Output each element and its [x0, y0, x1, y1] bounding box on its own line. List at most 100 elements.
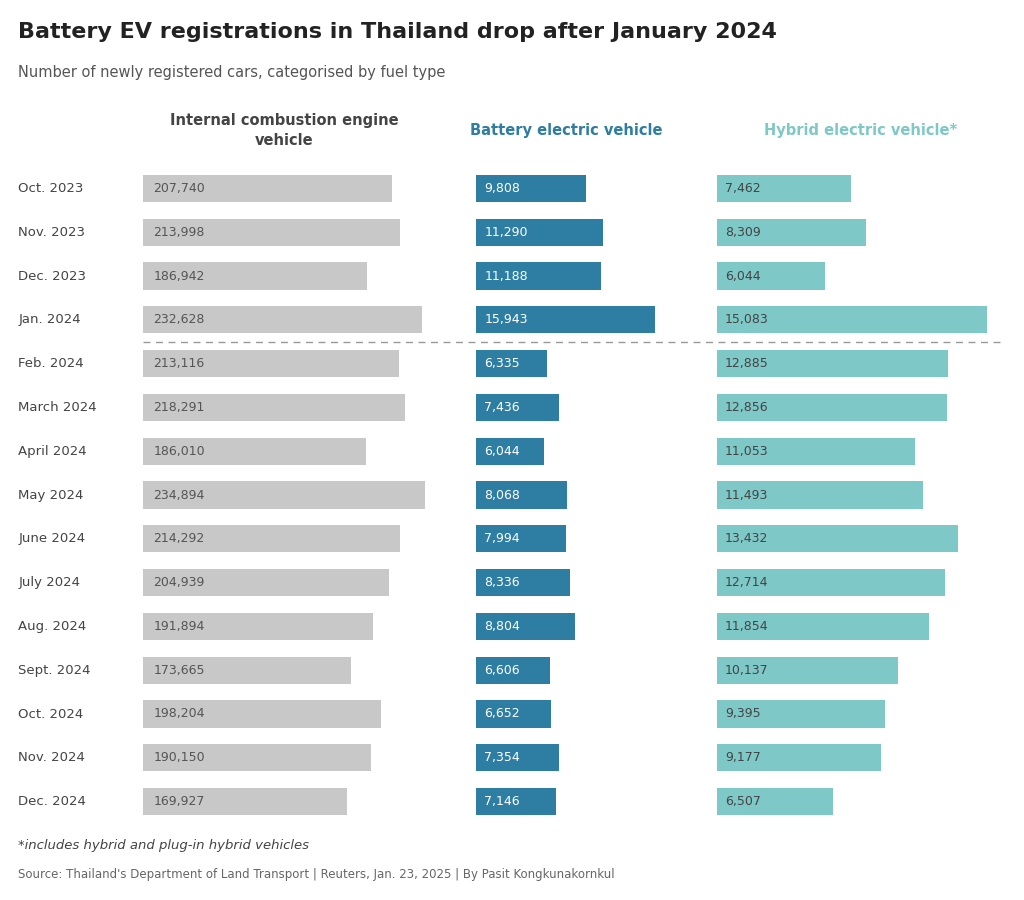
Bar — [476, 700, 551, 727]
Text: 7,436: 7,436 — [484, 400, 520, 414]
Text: Hybrid electric vehicle*: Hybrid electric vehicle* — [764, 123, 956, 138]
Bar — [476, 526, 565, 553]
Text: 6,507: 6,507 — [725, 795, 761, 808]
Bar — [143, 482, 425, 508]
Text: July 2024: July 2024 — [18, 576, 81, 590]
Text: Dec. 2024: Dec. 2024 — [18, 795, 86, 808]
Text: 8,336: 8,336 — [484, 576, 520, 590]
Bar — [717, 175, 851, 202]
Text: 12,856: 12,856 — [725, 400, 769, 414]
Text: Number of newly registered cars, categorised by fuel type: Number of newly registered cars, categor… — [18, 65, 445, 79]
Text: April 2024: April 2024 — [18, 445, 87, 458]
Text: 6,044: 6,044 — [725, 269, 761, 283]
Bar — [476, 657, 550, 684]
Text: 15,943: 15,943 — [484, 313, 527, 327]
Bar — [143, 437, 367, 464]
Bar — [717, 437, 914, 464]
Text: 12,885: 12,885 — [725, 357, 769, 370]
Text: 173,665: 173,665 — [154, 663, 205, 677]
Bar — [476, 175, 586, 202]
Text: 15,083: 15,083 — [725, 313, 769, 327]
Text: 8,068: 8,068 — [484, 489, 520, 501]
Bar — [476, 482, 566, 508]
Bar — [143, 219, 399, 246]
Bar — [717, 526, 957, 553]
Text: *includes hybrid and plug-in hybrid vehicles: *includes hybrid and plug-in hybrid vehi… — [18, 840, 309, 852]
Bar — [143, 613, 374, 640]
Bar — [143, 394, 404, 421]
Text: Source: Thailand's Department of Land Transport | Reuters, Jan. 23, 2025 | By Pa: Source: Thailand's Department of Land Tr… — [18, 868, 615, 881]
Text: 213,998: 213,998 — [154, 226, 205, 239]
Bar — [143, 569, 389, 596]
Text: Oct. 2024: Oct. 2024 — [18, 707, 84, 721]
Text: 191,894: 191,894 — [154, 620, 205, 633]
Bar — [717, 569, 944, 596]
Text: Nov. 2023: Nov. 2023 — [18, 226, 85, 239]
Bar — [717, 219, 865, 246]
Text: Internal combustion engine
vehicle: Internal combustion engine vehicle — [170, 113, 398, 148]
Text: 234,894: 234,894 — [154, 489, 205, 501]
Text: 12,714: 12,714 — [725, 576, 768, 590]
Text: 198,204: 198,204 — [154, 707, 205, 721]
Bar — [143, 657, 351, 684]
Text: 10,137: 10,137 — [725, 663, 769, 677]
Text: 6,335: 6,335 — [484, 357, 520, 370]
Text: Jan. 2024: Jan. 2024 — [18, 313, 81, 327]
Bar — [476, 613, 574, 640]
Bar — [717, 744, 882, 771]
Bar — [143, 788, 347, 815]
Text: Feb. 2024: Feb. 2024 — [18, 357, 84, 370]
Bar — [143, 306, 422, 333]
Bar — [717, 788, 834, 815]
Bar — [476, 437, 544, 464]
Text: 11,493: 11,493 — [725, 489, 768, 501]
Text: March 2024: March 2024 — [18, 400, 97, 414]
Bar — [717, 657, 898, 684]
Text: Sept. 2024: Sept. 2024 — [18, 663, 91, 677]
Bar — [717, 700, 885, 727]
Text: 9,808: 9,808 — [484, 182, 520, 195]
Bar — [476, 788, 556, 815]
Text: 8,309: 8,309 — [725, 226, 761, 239]
Text: Nov. 2024: Nov. 2024 — [18, 752, 85, 764]
Text: 11,290: 11,290 — [484, 226, 527, 239]
Bar — [717, 306, 987, 333]
Bar — [476, 263, 601, 290]
Text: Aug. 2024: Aug. 2024 — [18, 620, 87, 633]
Text: 11,188: 11,188 — [484, 269, 528, 283]
Text: 190,150: 190,150 — [154, 752, 205, 764]
Text: 6,652: 6,652 — [484, 707, 520, 721]
Text: 8,804: 8,804 — [484, 620, 520, 633]
Text: 218,291: 218,291 — [154, 400, 205, 414]
Text: 207,740: 207,740 — [154, 182, 206, 195]
Text: 204,939: 204,939 — [154, 576, 205, 590]
Text: 13,432: 13,432 — [725, 532, 768, 545]
Text: 213,116: 213,116 — [154, 357, 205, 370]
Bar — [143, 526, 400, 553]
Bar — [476, 394, 559, 421]
Bar — [717, 482, 923, 508]
Text: Oct. 2023: Oct. 2023 — [18, 182, 84, 195]
Bar — [143, 350, 398, 377]
Bar — [717, 613, 929, 640]
Text: 214,292: 214,292 — [154, 532, 205, 545]
Bar — [717, 350, 947, 377]
Text: 11,854: 11,854 — [725, 620, 769, 633]
Text: 7,462: 7,462 — [725, 182, 761, 195]
Bar — [476, 350, 547, 377]
Bar — [476, 569, 569, 596]
Bar — [476, 306, 654, 333]
Bar — [143, 700, 381, 727]
Text: 9,177: 9,177 — [725, 752, 761, 764]
Text: 9,395: 9,395 — [725, 707, 761, 721]
Text: 7,354: 7,354 — [484, 752, 520, 764]
Text: 186,942: 186,942 — [154, 269, 205, 283]
Text: 232,628: 232,628 — [154, 313, 205, 327]
Text: 169,927: 169,927 — [154, 795, 205, 808]
Text: 7,994: 7,994 — [484, 532, 520, 545]
Bar — [143, 175, 392, 202]
Text: 7,146: 7,146 — [484, 795, 520, 808]
Bar — [476, 744, 558, 771]
Text: 6,044: 6,044 — [484, 445, 520, 458]
Bar — [476, 219, 602, 246]
